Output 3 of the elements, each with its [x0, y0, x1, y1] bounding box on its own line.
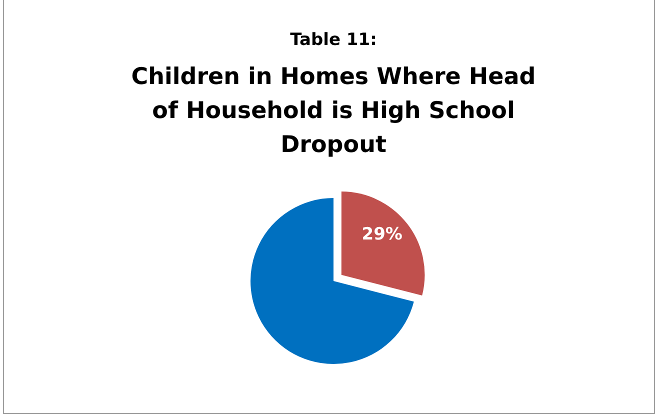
data-label: 29% [362, 224, 402, 245]
chart-subtitle: Children in Homes Where Head of Household is High School Dropout [130, 63, 537, 160]
chart-title: Table 11: [289, 30, 378, 50]
